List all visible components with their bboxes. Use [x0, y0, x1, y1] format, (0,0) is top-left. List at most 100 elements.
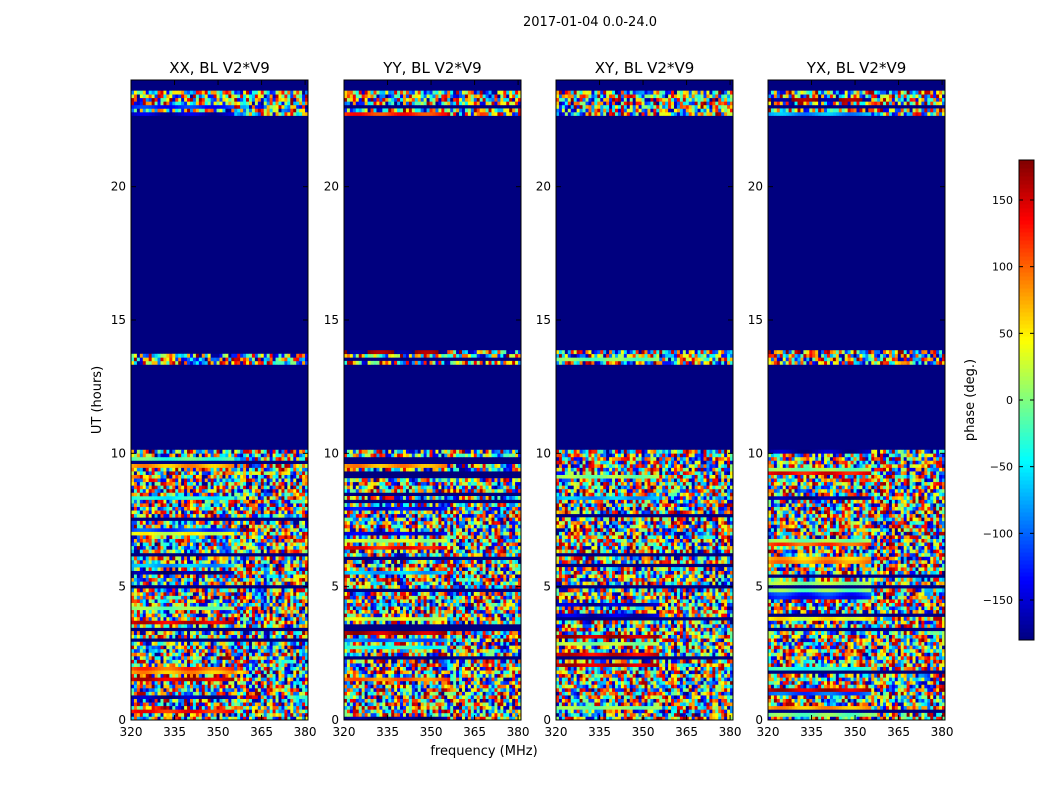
heatmap-cell: [154, 545, 158, 550]
heatmap-cell: [257, 641, 262, 646]
heatmap-cell: [275, 549, 279, 554]
heatmap-cell: [222, 712, 226, 717]
heatmap-cell: [272, 588, 276, 593]
heatmap-cell: [269, 560, 273, 564]
heatmap-cell: [290, 588, 294, 593]
heatmap-cell: [190, 592, 194, 596]
heatmap-cell: [136, 520, 141, 525]
heatmap-cell: [187, 666, 191, 671]
heatmap-cell: [243, 520, 247, 525]
heatmap-cell: [305, 641, 309, 646]
heatmap-cell: [269, 478, 273, 483]
heatmap-cell: [219, 595, 223, 600]
heatmap-cell: [198, 616, 203, 621]
heatmap-cell: [305, 645, 309, 650]
heatmap-cell: [240, 97, 244, 102]
heatmap-cell: [151, 471, 155, 475]
heatmap-cell: [195, 353, 200, 358]
heatmap-cell: [151, 567, 155, 571]
heatmap-cell: [305, 90, 309, 95]
heatmap-cell: [204, 97, 208, 102]
heatmap-cell: [234, 698, 238, 703]
heatmap-cell: [518, 716, 522, 721]
heatmap-cell: [228, 609, 232, 614]
heatmap-cell: [142, 581, 147, 586]
heatmap-cell: [142, 688, 147, 692]
heatmap-cell: [281, 456, 285, 461]
heatmap-cell: [175, 528, 179, 532]
heatmap-cell: [160, 449, 164, 454]
heatmap-cell: [293, 624, 297, 628]
heatmap-cell: [131, 90, 135, 95]
heatmap-cell: [266, 492, 270, 497]
heatmap-cell: [420, 712, 424, 717]
heatmap-cell: [284, 108, 288, 113]
heatmap-cell: [290, 499, 294, 504]
heatmap-cell: [222, 563, 226, 568]
heatmap-cell: [145, 666, 149, 671]
heatmap-cell: [136, 592, 141, 596]
heatmap-cell: [201, 520, 206, 525]
heatmap-cell: [210, 510, 214, 515]
heatmap-cell: [225, 577, 229, 582]
heatmap-cell: [237, 563, 241, 568]
heatmap-cell: [160, 492, 164, 497]
heatmap-cell: [216, 656, 220, 660]
heatmap-cell: [187, 634, 191, 639]
heatmap-cell: [151, 112, 155, 116]
heatmap-cell: [201, 698, 206, 703]
heatmap-cell: [198, 492, 203, 497]
heatmap-cell: [305, 528, 309, 532]
heatmap-cell: [198, 464, 203, 468]
x-tick-label: 335: [163, 725, 186, 739]
heatmap-cell: [207, 680, 211, 685]
heatmap-cell: [148, 496, 152, 500]
heatmap-cell: [266, 581, 270, 586]
heatmap-cell: [181, 606, 185, 611]
heatmap-cell: [157, 695, 161, 699]
heatmap-cell: [293, 560, 297, 564]
heatmap-cell: [237, 535, 241, 539]
heatmap-cell: [272, 581, 276, 586]
heatmap-cell: [172, 528, 176, 532]
heatmap-cell: [210, 535, 214, 539]
heatmap-cell: [275, 112, 279, 116]
heatmap-cell: [154, 570, 158, 575]
heatmap-cell: [299, 510, 303, 515]
heatmap-cell: [166, 645, 170, 650]
heatmap-cell: [192, 698, 197, 703]
heatmap-cell: [192, 684, 197, 689]
heatmap-cell: [272, 609, 276, 614]
heatmap-cell: [281, 606, 285, 611]
heatmap-cell: [163, 716, 167, 721]
heatmap-cell: [157, 456, 161, 461]
heatmap-cell: [293, 456, 297, 461]
heatmap-cell: [154, 478, 158, 483]
heatmap-cell: [131, 467, 135, 472]
heatmap-cell: [246, 453, 250, 458]
heatmap-cell: [145, 492, 149, 497]
heatmap-cell: [151, 680, 155, 685]
heatmap-cell: [281, 560, 285, 564]
heatmap-cell: [195, 492, 200, 497]
heatmap-cell: [172, 656, 176, 660]
heatmap-cell: [151, 563, 155, 568]
heatmap-cell: [154, 666, 158, 671]
heatmap-cell: [198, 357, 203, 362]
heatmap-cell: [160, 588, 164, 593]
heatmap-cell: [169, 520, 173, 525]
heatmap-cell: [187, 567, 191, 571]
heatmap-cell: [213, 528, 217, 532]
heatmap-cell: [172, 695, 176, 699]
heatmap-cell: [225, 695, 229, 699]
heatmap-cell: [299, 616, 303, 621]
heatmap-cell: [169, 698, 173, 703]
heatmap-cell: [299, 716, 303, 721]
heatmap-cell: [305, 680, 309, 685]
heatmap-cell: [299, 592, 303, 596]
heatmap-cell: [302, 688, 306, 692]
heatmap-cell: [216, 702, 220, 707]
heatmap-cell: [237, 488, 241, 493]
heatmap-cell: [260, 631, 265, 635]
heatmap-cell: [237, 453, 241, 458]
